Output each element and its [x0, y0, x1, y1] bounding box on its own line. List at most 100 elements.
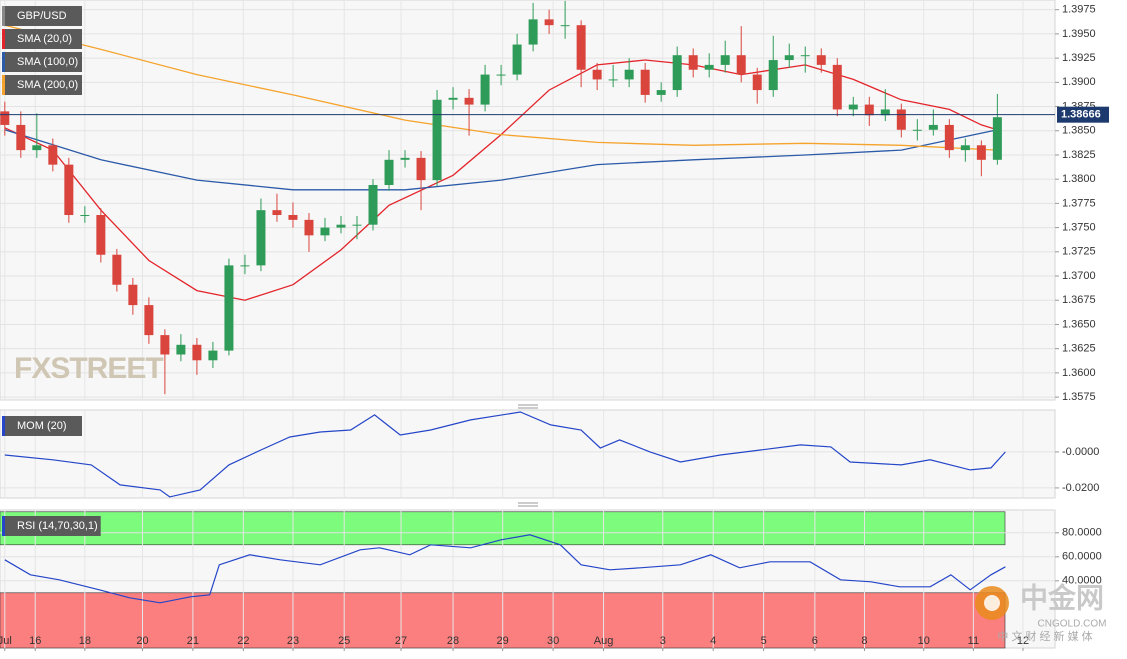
x-tick-label: 3 — [660, 635, 666, 647]
candle-body — [848, 104, 858, 110]
x-tick-label: 10 — [918, 635, 930, 647]
candle-body — [368, 184, 378, 225]
panel-background — [0, 0, 1056, 401]
x-tick-label: 25 — [338, 635, 350, 647]
y-tick-label: 1.3850 — [1062, 125, 1096, 137]
candle-body — [976, 145, 986, 160]
x-tick-label: 11 — [968, 635, 979, 647]
candle-body — [896, 109, 906, 130]
candle-body — [960, 145, 970, 151]
legend-box — [2, 52, 82, 72]
y-tick-label: 1.3650 — [1062, 318, 1096, 330]
candle-body — [528, 19, 538, 45]
watermark-tagline: 中 文 财 经 新 媒 体 — [997, 629, 1092, 643]
legend-box — [2, 416, 82, 436]
cngold-logo — [975, 586, 1009, 620]
candle-body — [816, 55, 826, 65]
candle-body — [944, 124, 954, 151]
legend-label: GBP/USD — [17, 10, 67, 22]
y-tick-label: 1.3600 — [1062, 367, 1096, 379]
legend-box — [2, 75, 82, 95]
plots: 1.3575 1.3600 1.3625 1.3650 1.3675 1.3700 1.37… — [0, 0, 1109, 651]
x-tick-label: 20 — [136, 635, 148, 647]
legend-swatch — [2, 75, 5, 95]
y-tick-label: 1.3800 — [1062, 173, 1096, 185]
x-tick-label: 27 — [395, 635, 407, 647]
panel-background — [0, 409, 1056, 499]
candle-body — [880, 109, 890, 116]
x-tick-label: 28 — [447, 635, 459, 647]
candle-body — [240, 265, 250, 267]
candle-body — [928, 124, 938, 130]
candle-body — [352, 224, 362, 226]
y-tick-label: 1.3675 — [1062, 294, 1096, 306]
sma-line — [4, 59, 998, 301]
candle-body — [992, 117, 1002, 160]
legend-swatch — [2, 516, 5, 536]
last-price-label: 1.38666 — [1061, 109, 1101, 121]
indicator-line — [4, 411, 1006, 498]
sma-line — [4, 129, 998, 191]
candle-body — [288, 215, 298, 220]
candle-body — [160, 335, 170, 355]
legend-label: MOM (20) — [17, 420, 67, 432]
candle-body — [624, 69, 634, 80]
y-tick-label: 1.3975 — [1062, 4, 1096, 16]
y-tick-label: 1.3825 — [1062, 149, 1096, 161]
candle-body — [576, 25, 586, 70]
y-tick-label: 1.3900 — [1062, 76, 1096, 88]
x-tick-label: 5 — [761, 635, 767, 647]
x-tick-label: 21 — [187, 635, 199, 647]
x-tick-label: 16 — [29, 635, 41, 647]
x-tick-label: 12 — [1017, 635, 1029, 647]
candle-body — [256, 210, 266, 266]
legend-label: SMA (200,0) — [17, 79, 78, 91]
candle-body — [832, 64, 842, 110]
last-price-box — [1057, 106, 1109, 123]
candle-body — [720, 55, 730, 65]
candle-body — [416, 157, 426, 181]
candle-body — [752, 74, 762, 91]
x-tick-label: 8 — [861, 635, 867, 647]
candle-body — [656, 90, 666, 95]
candle-body — [224, 265, 234, 351]
candle-body — [192, 344, 202, 361]
x-tick-label: 18 — [79, 635, 91, 647]
y-tick-label: 80.0000 — [1062, 527, 1102, 539]
candle-body — [448, 97, 458, 100]
legend-label: RSI (14,70,30,1) — [17, 520, 98, 532]
candle-body — [16, 124, 26, 151]
watermark-brand: FXSTREET — [14, 352, 163, 385]
candle-body — [272, 210, 282, 216]
candle-body — [784, 55, 794, 61]
y-tick-label: 1.3750 — [1062, 222, 1096, 234]
indicator-line — [4, 534, 1006, 604]
sma-line — [4, 24, 998, 151]
candle-body — [560, 25, 570, 27]
legend-label: SMA (20,0) — [17, 33, 72, 45]
legend-box — [2, 6, 82, 26]
y-tick-label: -0.0000 — [1062, 446, 1099, 458]
candle-body — [432, 99, 442, 181]
panel-handles — [518, 404, 538, 507]
candle-body — [768, 60, 778, 91]
watermark-site: 中金网 — [1020, 581, 1104, 613]
x-tick-label: 23 — [287, 635, 299, 647]
candle-body — [480, 74, 490, 105]
x-tick-label: 30 — [547, 635, 559, 647]
y-tick-label: 1.3575 — [1062, 391, 1096, 403]
x-tick-label: 4 — [710, 635, 716, 647]
candle-body — [400, 157, 410, 160]
x-tick-label: Jul — [0, 635, 12, 647]
candle-body — [544, 19, 554, 26]
candle-body — [496, 74, 506, 76]
candle-body — [592, 69, 602, 80]
candle-body — [512, 44, 522, 75]
candle-body — [800, 55, 810, 57]
candle-body — [864, 104, 874, 116]
candle-body — [640, 69, 650, 95]
candle-body — [48, 145, 58, 165]
legend-box — [2, 516, 101, 536]
